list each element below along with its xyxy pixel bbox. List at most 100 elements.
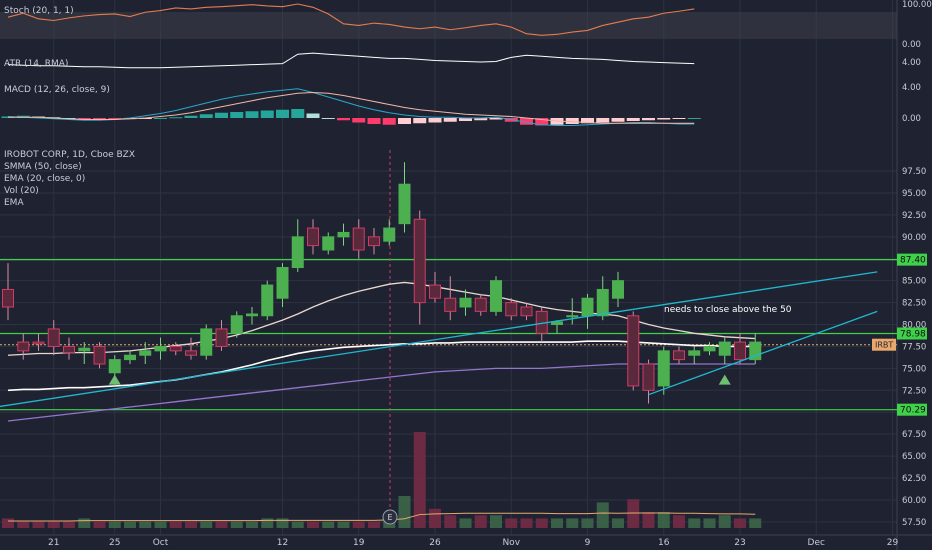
candle-body [352,227,365,251]
volume-bar [200,521,213,528]
macd-histogram-bar [413,118,427,124]
volume-bar [627,499,640,528]
macd-histogram-bar [184,115,198,118]
volume-bar [307,521,319,528]
candle-body [490,280,502,312]
candle-body [688,350,701,356]
vol-legend: Vol (20) [4,186,39,196]
candle [17,333,30,360]
macd-histogram-bar [398,118,411,124]
time-axis-tick: 21 [48,538,59,548]
price-axis-tick: 82.50 [902,299,926,309]
price-axis-tick: 80.00 [902,321,926,331]
candle [734,333,746,364]
candle [398,162,411,233]
candle-body [505,302,518,317]
ema-legend: EMA [4,198,24,208]
candle-body [368,236,380,247]
level-price-label: 78.98 [900,329,926,339]
candle [474,293,487,316]
volume-bar [246,521,258,528]
time-axis-tick: 25 [109,538,120,548]
candle-body [718,341,731,356]
volume-bar [230,521,243,528]
price-axis-tick: 90.00 [902,233,926,243]
volume-bar [322,521,335,528]
candle-body [749,341,762,361]
candle [444,276,457,321]
candle [261,280,274,321]
macd-histogram-bar [489,118,503,120]
macd-histogram-bar [291,109,305,118]
candle-body [108,359,121,374]
macd-histogram-bar [535,118,549,126]
macd-histogram-bar [596,118,610,123]
candle-body [63,345,75,354]
candle [673,346,685,364]
volume-bar [612,518,624,528]
candle [185,337,197,360]
candle-body [32,341,45,345]
volume-bar [139,521,152,528]
trendlines-layer [0,271,878,408]
atr-line [7,52,695,69]
volume-bar [581,518,594,528]
macd-histogram-bar [520,118,533,125]
earnings-marker-circle[interactable] [382,509,398,525]
candle-body [291,236,304,269]
candle [230,311,243,338]
volume-bar [78,518,91,528]
price-axis-tick: 95.00 [902,189,926,199]
earnings-marker-label[interactable]: E [387,513,392,522]
macd-histogram-bar [443,118,457,122]
candle-body [322,236,335,251]
candle [581,293,594,329]
time-axis-tick: 12 [277,538,288,548]
candle [63,337,75,360]
volume-bar [261,518,274,528]
volume-bar [352,521,365,528]
macd-histogram-bar [581,118,594,124]
macd-histogram-bar [154,118,167,119]
price-axis-tick: 97.50 [902,167,926,177]
stoch-legend: Stoch (20, 1, 1) [4,6,74,16]
level-price-label: 87.40 [900,256,926,266]
volume-bar [566,518,579,528]
candle [368,228,380,255]
time-axis-tick: 19 [353,538,365,548]
volume-layer [2,432,762,528]
volume-bar [688,518,701,528]
volume-bar [657,512,670,528]
volume-ma-line [8,512,756,522]
smma-legend: SMMA (50, close) [4,162,82,172]
candle-body [627,315,640,387]
volume-bar [429,508,441,528]
macd-histogram-bar [215,112,228,118]
time-axis-tick: 23 [734,538,745,548]
current-price-symbol: IRBT [875,341,893,350]
macd-histogram-bar [321,118,335,119]
candle-body [215,328,228,347]
candle-body [566,315,579,318]
time-axis-tick: 9 [585,538,591,548]
candle-body [581,297,594,317]
price-axis-tick: 85.00 [902,277,926,287]
volume-bar [535,518,548,528]
macd-histogram-bar [93,118,106,120]
candle [749,333,762,364]
candle-body [17,341,30,352]
volume-bar [551,518,563,528]
candle [246,306,258,325]
volume-bar [291,521,304,528]
candle-body [154,345,167,352]
volume-bar [413,432,426,528]
candle-body [459,297,472,308]
volume-bar [474,515,487,528]
macd-histogram-bar [306,113,320,118]
moving-averages-layer [7,281,756,422]
volume-bar [2,518,14,528]
macd-legend: MACD (12, 26, close, 9) [4,85,110,95]
candle [520,302,533,321]
